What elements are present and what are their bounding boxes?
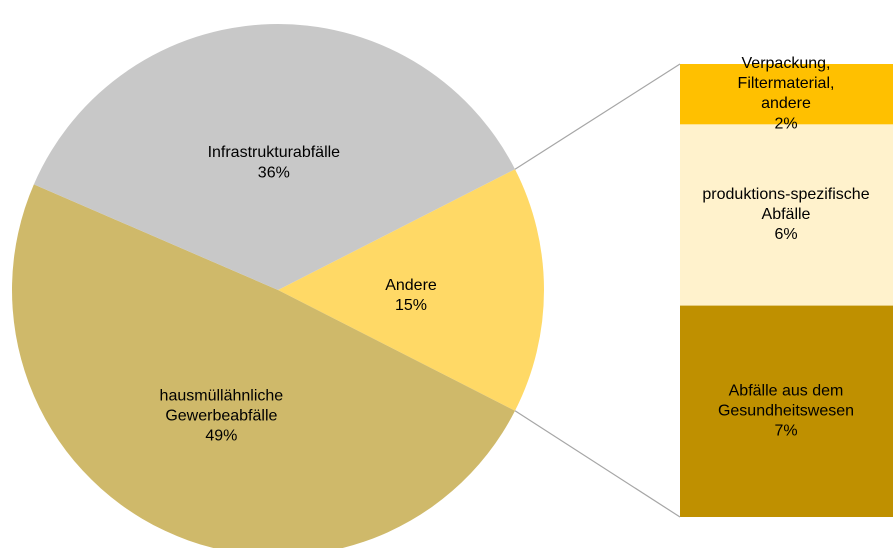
slice-label-value: 49% (205, 428, 237, 445)
bar-segment (680, 124, 893, 306)
bar-label: Verpackung, Filtermaterial, andere (738, 55, 835, 112)
bar-label: produktions-spezifische Abfälle (702, 186, 869, 223)
slice-label-value: 15% (395, 297, 427, 314)
slice-label: Infrastrukturabfälle (208, 144, 341, 161)
bar-segment (680, 305, 893, 517)
pie-slice (33, 23, 516, 291)
slice-label-value: 36% (258, 164, 290, 181)
connector (514, 63, 681, 170)
bar-label-value: 6% (774, 226, 797, 243)
bar-segment (680, 64, 893, 125)
slice-label: hausmüllähnliche Gewerbeabfälle (160, 388, 284, 425)
slice-label: Andere (385, 277, 437, 294)
pie-slice (12, 184, 516, 548)
bar-label-value: 2% (774, 115, 797, 132)
connector (514, 410, 681, 518)
pie-slice (278, 169, 544, 411)
bar-label: Abfälle aus dem Gesundheitswesen (718, 383, 854, 420)
bar-label-value: 7% (774, 423, 797, 440)
